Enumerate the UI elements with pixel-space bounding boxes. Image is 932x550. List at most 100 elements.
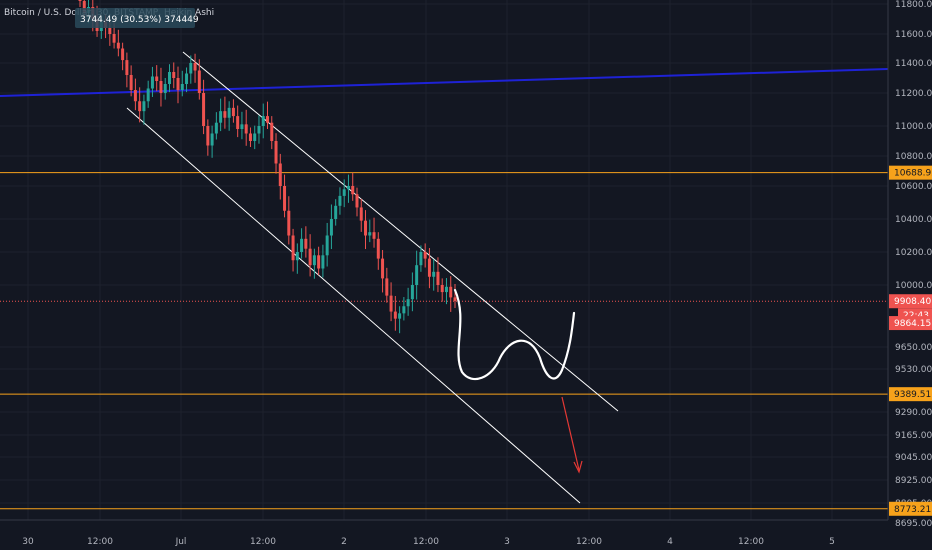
candle-body <box>338 195 342 206</box>
candle-body <box>159 81 163 93</box>
candle-body <box>82 1 86 13</box>
candle-body <box>278 163 282 186</box>
candle-body <box>329 219 333 236</box>
price-tick-label: 9165.00 <box>895 431 932 441</box>
drawings <box>453 288 583 474</box>
time-tick-label: 4 <box>667 537 673 547</box>
candle-body <box>406 299 410 307</box>
candle-body <box>176 78 180 90</box>
candle-body <box>266 116 269 123</box>
price-axis-background <box>888 0 932 550</box>
candle-body <box>427 258 431 277</box>
price-tick-label: 11800.00 <box>895 0 932 10</box>
candle-body <box>334 205 338 219</box>
candle-body <box>210 133 214 146</box>
candle-body <box>308 248 312 266</box>
candle-body <box>248 133 252 141</box>
candle-body <box>185 73 189 84</box>
candle-body <box>376 238 380 259</box>
candle-body <box>342 189 346 196</box>
candle-body <box>304 238 308 249</box>
candle-body <box>300 238 304 252</box>
support-level-tag <box>889 501 932 516</box>
candle-body <box>202 93 206 126</box>
candle-body <box>359 207 363 221</box>
time-tick-label: 3 <box>504 537 510 547</box>
time-tick-label: 12:00 <box>87 537 113 547</box>
support-level-tag <box>889 387 932 402</box>
candle-body <box>214 122 218 134</box>
price-tick-label: 10600.00 <box>895 182 932 192</box>
candle-body <box>108 28 112 34</box>
candle-body <box>197 70 201 93</box>
candle-body <box>163 84 167 93</box>
candle-body <box>125 60 129 75</box>
price-tick-label: 8695.00 <box>895 519 932 529</box>
price-tick-label: 11400.00 <box>895 59 932 69</box>
candle-body <box>317 255 321 269</box>
price-tick-label: 10800.00 <box>895 152 932 162</box>
candle-body <box>129 75 133 90</box>
candle-body <box>402 306 406 314</box>
candle-body <box>453 297 457 301</box>
time-tick-label: 12:00 <box>738 537 764 547</box>
candle-body <box>231 107 235 117</box>
candle-body <box>368 232 372 236</box>
candle-body <box>167 72 171 84</box>
candle-body <box>206 126 210 146</box>
candle-body <box>146 88 150 102</box>
support-level-tag <box>889 165 932 180</box>
candle-body <box>150 76 154 89</box>
candle-body <box>219 111 223 123</box>
candle-body <box>389 295 393 312</box>
time-tick-label: Jul <box>175 537 187 547</box>
bid-price-label: 9864.15 <box>894 319 931 329</box>
candle-body <box>385 278 389 296</box>
candle-body <box>193 63 197 71</box>
candles <box>78 0 457 334</box>
candle-body <box>116 42 120 49</box>
channel-lower-line <box>126 107 581 504</box>
time-tick-label: 12:00 <box>413 537 439 547</box>
candle-body <box>449 286 453 298</box>
candle-body <box>291 235 295 261</box>
channel-upper-line <box>182 51 619 412</box>
candle-body <box>78 0 82 1</box>
candle-body <box>227 107 231 118</box>
price-tick-label: 9290.00 <box>895 408 932 418</box>
candle-body <box>312 255 316 266</box>
candle-body <box>142 101 146 112</box>
price-tick-label: 10000.00 <box>895 281 932 291</box>
price-tick-label: 11000.00 <box>895 122 932 132</box>
candle-body <box>351 186 355 195</box>
candle-body <box>355 194 359 208</box>
candle-body <box>244 124 248 134</box>
time-tick-label: 12:00 <box>576 537 602 547</box>
time-tick-label: 12:00 <box>250 537 276 547</box>
candle-body <box>423 252 427 259</box>
candle-body <box>261 116 265 126</box>
candle-body <box>155 76 159 81</box>
last-price-tag <box>889 294 932 309</box>
candle-body <box>253 133 257 141</box>
price-tick-label: 10200.00 <box>895 248 932 258</box>
candle-body <box>410 285 414 300</box>
candle-body <box>274 141 278 164</box>
candle-body <box>270 122 274 141</box>
candle-body <box>172 72 176 78</box>
candle-body <box>415 265 419 285</box>
time-axis-background <box>0 520 932 550</box>
price-tick-label: 9530.00 <box>895 365 932 375</box>
candle-body <box>364 220 368 236</box>
candle-body <box>436 271 440 285</box>
candle-body <box>381 258 385 279</box>
change-readout: 3744.49 (30.53%) 374449 <box>80 15 199 25</box>
price-tick-label: 11200.00 <box>895 89 932 99</box>
candle-body <box>240 124 244 129</box>
candle-body <box>257 126 261 134</box>
support-level-label: 10688.92 <box>894 169 932 179</box>
candle-body <box>398 313 402 319</box>
